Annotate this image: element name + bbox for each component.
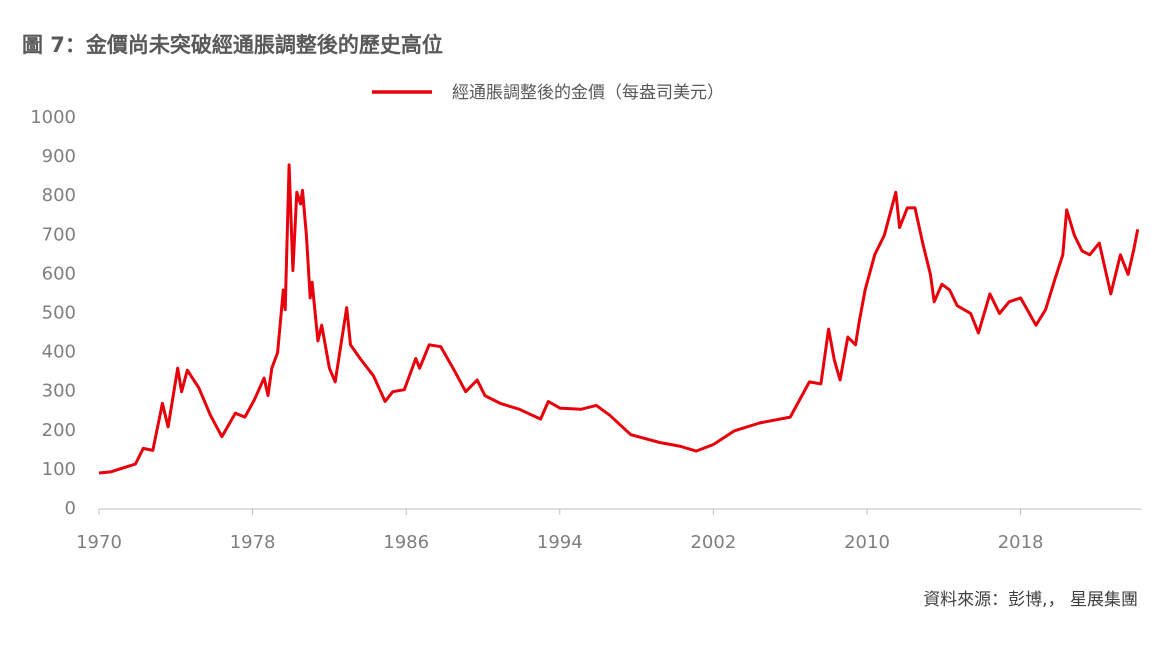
x-tick-label: 1994: [537, 532, 583, 553]
y-tick-label: 400: [42, 342, 76, 363]
y-tick-label: 500: [42, 303, 76, 324]
x-tick-label: 2002: [690, 532, 736, 553]
y-tick-label: 1000: [30, 107, 76, 128]
x-tick-label: 1978: [230, 532, 276, 553]
y-tick-label: 200: [42, 420, 76, 441]
series-line: [98, 163, 1140, 475]
chart-title: 圖 7：金價尚未突破經通脹調整後的歷史高位: [22, 33, 443, 57]
x-tick-label: 1970: [76, 532, 122, 553]
y-tick-label: 700: [42, 224, 76, 245]
x-tick-label: 2010: [844, 532, 890, 553]
y-tick-label: 600: [42, 263, 76, 284]
y-tick-label: 900: [42, 146, 76, 167]
y-tick-label: 100: [42, 459, 76, 480]
x-tick-label: 2018: [998, 532, 1044, 553]
x-tick-label: 1986: [383, 532, 429, 553]
legend-label: 經通脹調整後的金價（每盎司美元）: [452, 83, 724, 103]
source-note: 資料來源：彭博,， 星展集團: [923, 590, 1138, 610]
y-tick-label: 0: [65, 498, 76, 519]
y-tick-label: 300: [42, 381, 76, 402]
y-tick-label: 800: [42, 185, 76, 206]
